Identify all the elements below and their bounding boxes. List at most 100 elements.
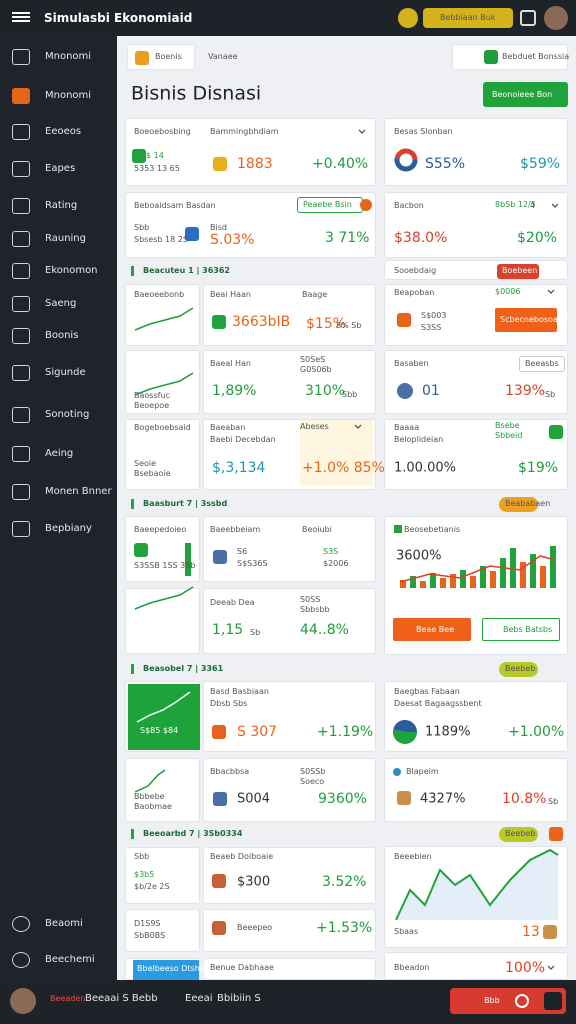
nav-item[interactable]: Bepbiany <box>45 523 92 534</box>
card-text: Baaaa <box>394 423 420 432</box>
pill-label[interactable]: Peaebe Bsin <box>303 200 352 209</box>
avatar <box>10 988 36 1014</box>
nav-item[interactable]: Beaomi <box>45 918 83 929</box>
nav-item[interactable]: Beechemi <box>45 954 95 965</box>
card-text: Daesat Bagaagssbent <box>394 699 482 708</box>
nav-icon <box>12 198 30 214</box>
export-box[interactable] <box>452 44 568 70</box>
nav-item[interactable]: Ekonomon <box>45 265 98 276</box>
nav-item[interactable]: Rating <box>45 200 78 211</box>
card-text: Sb <box>545 390 556 399</box>
section-marker <box>131 664 134 674</box>
button-label[interactable]: Bebs Batsbs <box>503 625 553 634</box>
icon <box>393 768 401 776</box>
nav-item[interactable]: Sigunde <box>45 367 86 378</box>
icon <box>543 925 557 939</box>
card-text: Basd Basbiaan <box>210 687 269 696</box>
action-button[interactable] <box>495 308 557 332</box>
primary-button[interactable] <box>483 82 568 107</box>
card-text: 100% <box>505 960 546 976</box>
card <box>203 758 376 822</box>
nav-item[interactable]: Mnonomi <box>45 90 92 101</box>
nav-item[interactable]: Rauning <box>45 233 86 244</box>
card-text: S3SSB 1SS 3Sb <box>134 561 196 570</box>
card-text: 13 <box>522 924 540 940</box>
card-text: Beapoban <box>394 288 435 297</box>
card <box>384 681 568 752</box>
section-title: Beacuteu 1 | 36362 <box>143 266 230 275</box>
card-text: 1883 <box>237 156 273 172</box>
search-text[interactable]: Boenis <box>155 52 182 61</box>
card-text: 1,89% <box>212 383 257 399</box>
action-button[interactable] <box>393 618 471 641</box>
decoration <box>185 543 191 576</box>
button-label[interactable]: Bbb <box>484 996 500 1005</box>
nav-icon <box>12 446 30 462</box>
pill[interactable] <box>499 827 538 842</box>
export-label[interactable]: Bebduet Bonssia <box>502 52 570 61</box>
nav-item[interactable]: Eapes <box>45 163 76 174</box>
filter-label[interactable]: Vanaee <box>208 52 238 61</box>
card-text: Blapeim <box>406 767 439 776</box>
icon <box>549 425 563 439</box>
nav-item[interactable]: Mnonomi <box>45 51 92 62</box>
pill[interactable] <box>519 356 565 372</box>
pill[interactable] <box>497 264 539 279</box>
card-text: Bsebe <box>495 421 520 430</box>
icon <box>397 383 413 399</box>
pill-label[interactable]: Beababaen <box>505 499 551 508</box>
action-label[interactable]: Bebbiaan Buk <box>440 13 496 22</box>
card <box>125 588 200 654</box>
card-text: Baobmae <box>134 802 172 811</box>
search-icon <box>135 51 149 65</box>
pill[interactable] <box>499 662 538 677</box>
card-text: Soeco <box>300 777 325 786</box>
card-text: S$85 $84 <box>140 726 179 735</box>
card <box>203 909 376 952</box>
nav-icon <box>12 263 30 279</box>
card-text: 3663bIB <box>232 314 291 330</box>
highlight-tile <box>128 684 200 750</box>
secondary-button[interactable] <box>482 618 560 641</box>
card-text: S 307 <box>237 724 278 740</box>
search-box[interactable] <box>127 44 195 70</box>
pill-label[interactable]: Beeasbs <box>525 359 559 368</box>
button-label[interactable]: Beonoieee Bon <box>492 90 553 99</box>
pill-label[interactable]: Beebeb <box>505 829 536 838</box>
nav-item[interactable]: Sonoting <box>45 409 90 420</box>
card-text: Beboaidsam Basdan <box>134 201 216 210</box>
settings-button[interactable] <box>520 10 536 26</box>
card-text: Bacbon <box>394 201 424 210</box>
card-text: $3b5 <box>134 870 155 879</box>
section-title: Baasburt 7 | 3ssbd <box>143 499 228 508</box>
card-text: S0SeS <box>300 355 326 364</box>
card <box>384 758 568 822</box>
card <box>384 350 568 414</box>
pill[interactable] <box>499 497 538 512</box>
nav-item[interactable]: Eeoeos <box>45 126 82 137</box>
card-text: Boeoebosbing <box>134 127 191 136</box>
page-title: Bisnis Disnasi <box>131 82 262 105</box>
card-text: Sbbeid <box>495 431 523 440</box>
button-label[interactable]: Scbecnebosoand <box>500 315 568 324</box>
card-text: Baeoeebonb <box>134 290 185 299</box>
pill-label[interactable]: Boebeen <box>502 266 538 275</box>
card <box>203 588 376 654</box>
notification-button[interactable] <box>398 8 418 28</box>
card-text: S55% <box>425 156 466 172</box>
nav-item[interactable]: Monen Bnner <box>45 486 112 497</box>
card <box>203 958 376 980</box>
pill-label[interactable]: Beebeb <box>505 664 536 673</box>
nav-item[interactable]: Saeng <box>45 298 77 309</box>
card-text: 3 71% <box>325 230 370 246</box>
nav-item[interactable]: Aeing <box>45 448 74 459</box>
button-label[interactable]: Beae Bee <box>416 625 455 634</box>
card-text: Beoepoe <box>134 401 170 410</box>
icon <box>212 874 226 888</box>
action-button[interactable] <box>423 8 513 28</box>
avatar[interactable] <box>544 6 568 30</box>
nav-item[interactable]: Boonis <box>45 330 79 341</box>
icon <box>212 921 226 935</box>
card-text: SbB0BS <box>134 931 166 940</box>
card-text: 1189% <box>425 724 471 740</box>
